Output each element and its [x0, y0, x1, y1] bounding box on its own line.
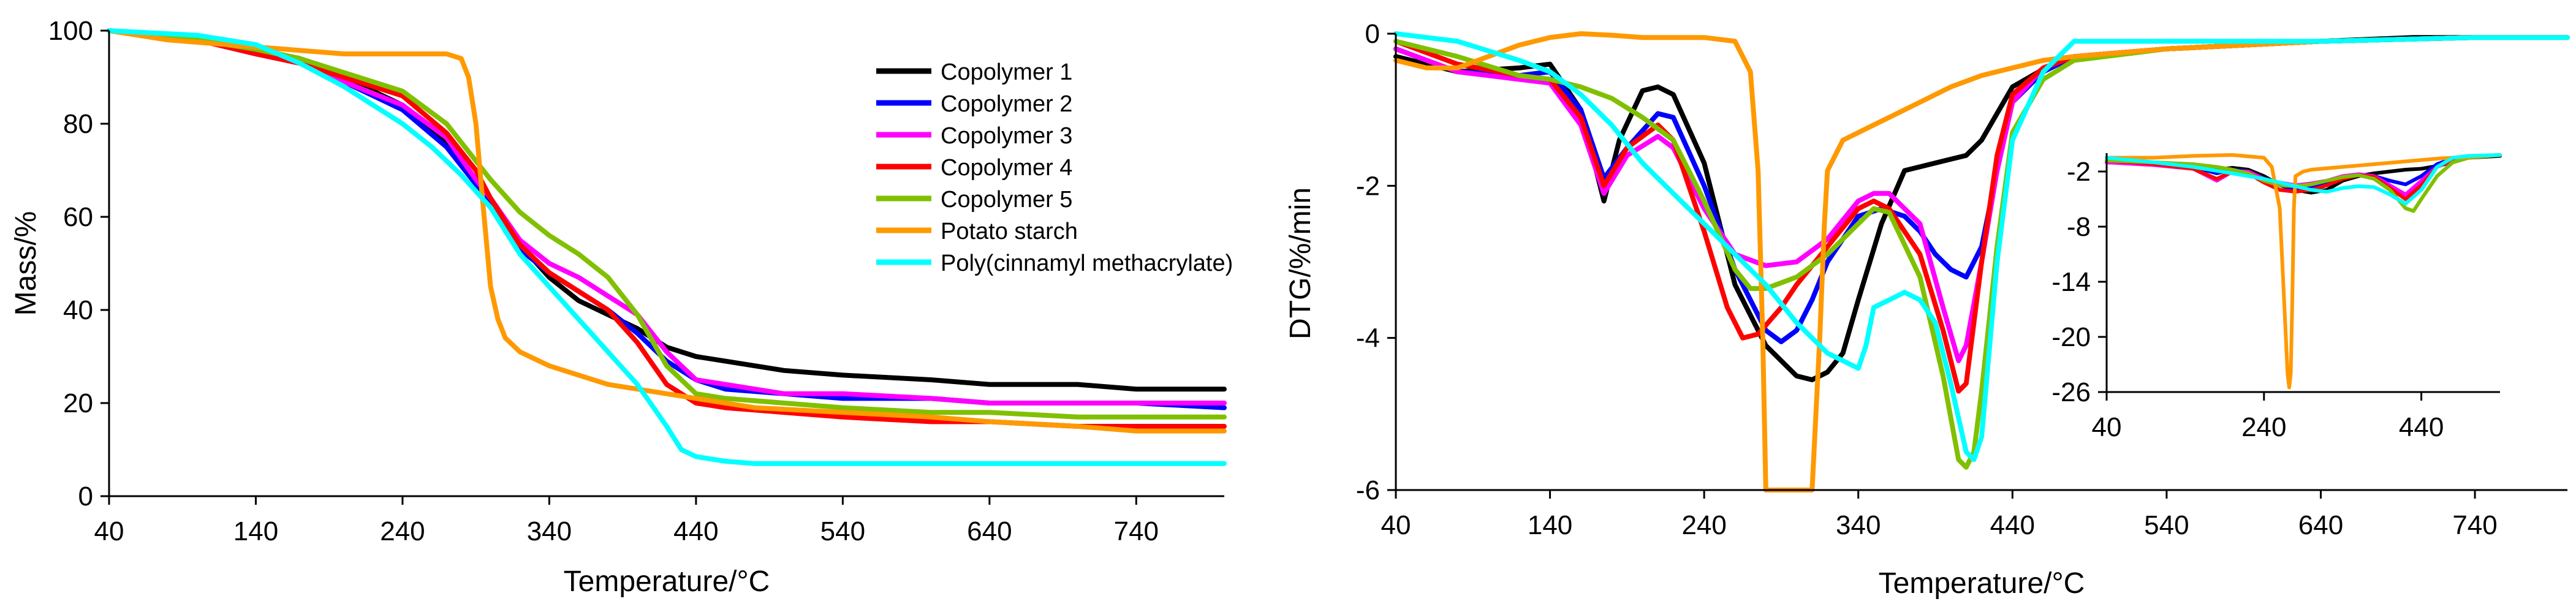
dtg-chart: 40 140 240 340 440 540 640 740 0 -2 -4 -6 Temperatu… — [1284, 19, 2570, 600]
legend-label: Poly(cinnamyl methacrylate) — [941, 251, 1233, 276]
legend-item: Poly(cinnamyl methacrylate) — [876, 251, 1233, 276]
dtg-x-tick-label: 440 — [1990, 510, 2035, 540]
tga-series-line-6 — [107, 28, 1227, 434]
inset-x-tick-label: 40 — [2092, 412, 2122, 442]
legend-item: Copolymer 4 — [876, 155, 1072, 181]
dtg-x-axis-label: Temperature/°C — [1879, 567, 2085, 600]
legend-item: Potato starch — [876, 219, 1078, 244]
tga-x-tick-label: 40 — [94, 516, 124, 546]
dtg-ticks: 40 140 240 340 440 540 640 740 0 -2 -4 -6 — [1356, 19, 2498, 540]
tga-series-line-3 — [107, 28, 1227, 406]
dtg-y-tick-label: -6 — [1356, 475, 1380, 505]
inset-series-line-5 — [2105, 153, 2502, 213]
dtg-x-tick-label: 340 — [1836, 510, 1881, 540]
dtg-x-tick-label: 240 — [1681, 510, 1726, 540]
dtg-y-axis-label: DTG/%/min — [1284, 187, 1317, 339]
dtg-series-line-5 — [1393, 35, 2570, 470]
tga-x-tick-label: 140 — [233, 516, 278, 546]
dtg-y-tick-label: -4 — [1356, 323, 1380, 353]
legend-label: Copolymer 4 — [941, 155, 1072, 181]
legend-item: Copolymer 3 — [876, 123, 1072, 149]
dtg-series-line-7 — [1393, 31, 2570, 462]
inset-y-tick-label: -20 — [2051, 322, 2091, 352]
dtg-x-tick-label: 640 — [2298, 510, 2343, 540]
tga-x-tick-label: 440 — [673, 516, 718, 546]
legend-item: Copolymer 5 — [876, 187, 1072, 213]
tga-y-tick-label: 0 — [78, 481, 93, 511]
inset-series-line-6 — [2105, 153, 2502, 390]
dtg-x-tick-label: 540 — [2144, 510, 2189, 540]
dtg-inset-chart: 40 240 440 -2 -8 -14 -20 -26 — [2051, 150, 2502, 442]
tga-series-group — [107, 28, 1227, 466]
inset-x-tick-label: 240 — [2241, 412, 2286, 442]
dtg-y-tick-label: -2 — [1356, 171, 1380, 201]
tga-x-tick-label: 340 — [527, 516, 572, 546]
tga-series-line-5 — [107, 28, 1227, 420]
legend-item: Copolymer 1 — [876, 59, 1072, 85]
dtg-series-line-4 — [1393, 35, 2570, 394]
legend-item: Copolymer 2 — [876, 91, 1072, 117]
tga-chart: 40 140 240 340 440 540 640 740 0 20 40 60 80 100 Temp… — [10, 16, 1233, 598]
inset-y-tick-label: -14 — [2051, 267, 2091, 297]
tga-x-tick-label: 540 — [820, 516, 865, 546]
dtg-x-tick-label: 40 — [1381, 510, 1411, 540]
tga-y-tick-label: 40 — [63, 295, 93, 325]
inset-y-tick-label: -26 — [2051, 377, 2091, 407]
dtg-series-group — [1393, 31, 2570, 492]
legend-label: Potato starch — [941, 219, 1078, 244]
legend-label: Copolymer 1 — [941, 59, 1072, 85]
inset-ticks: 40 240 440 -2 -8 -14 -20 -26 — [2051, 157, 2444, 442]
legend-label: Copolymer 2 — [941, 91, 1072, 117]
tga-series-line-4 — [107, 28, 1227, 429]
legend-label: Copolymer 5 — [941, 187, 1072, 213]
inset-series-line-7 — [2105, 153, 2502, 206]
tga-ticks: 40 140 240 340 440 540 640 740 0 20 40 60 80 100 — [48, 16, 1159, 546]
inset-y-tick-label: -8 — [2067, 212, 2091, 242]
dtg-x-tick-label: 740 — [2452, 510, 2497, 540]
dtg-x-tick-label: 140 — [1528, 510, 1572, 540]
dtg-y-tick-label: 0 — [1365, 19, 1380, 49]
tga-y-tick-label: 20 — [63, 388, 93, 418]
tga-y-tick-label: 100 — [48, 16, 93, 46]
tga-y-tick-label: 60 — [63, 202, 93, 232]
legend: Copolymer 1 Copolymer 2 Copolymer 3 Copo… — [876, 59, 1233, 276]
tga-x-axis-label: Temperature/°C — [564, 565, 770, 598]
tga-x-tick-label: 740 — [1114, 516, 1159, 546]
tga-y-tick-label: 80 — [63, 109, 93, 139]
inset-series-group — [2105, 153, 2502, 390]
inset-y-tick-label: -2 — [2067, 157, 2091, 187]
tga-y-axis-label: Mass/% — [10, 211, 42, 316]
tga-series-line-7 — [107, 28, 1227, 466]
tga-x-tick-label: 240 — [380, 516, 425, 546]
tga-x-tick-label: 640 — [967, 516, 1012, 546]
inset-x-tick-label: 440 — [2399, 412, 2444, 442]
legend-label: Copolymer 3 — [941, 123, 1072, 149]
